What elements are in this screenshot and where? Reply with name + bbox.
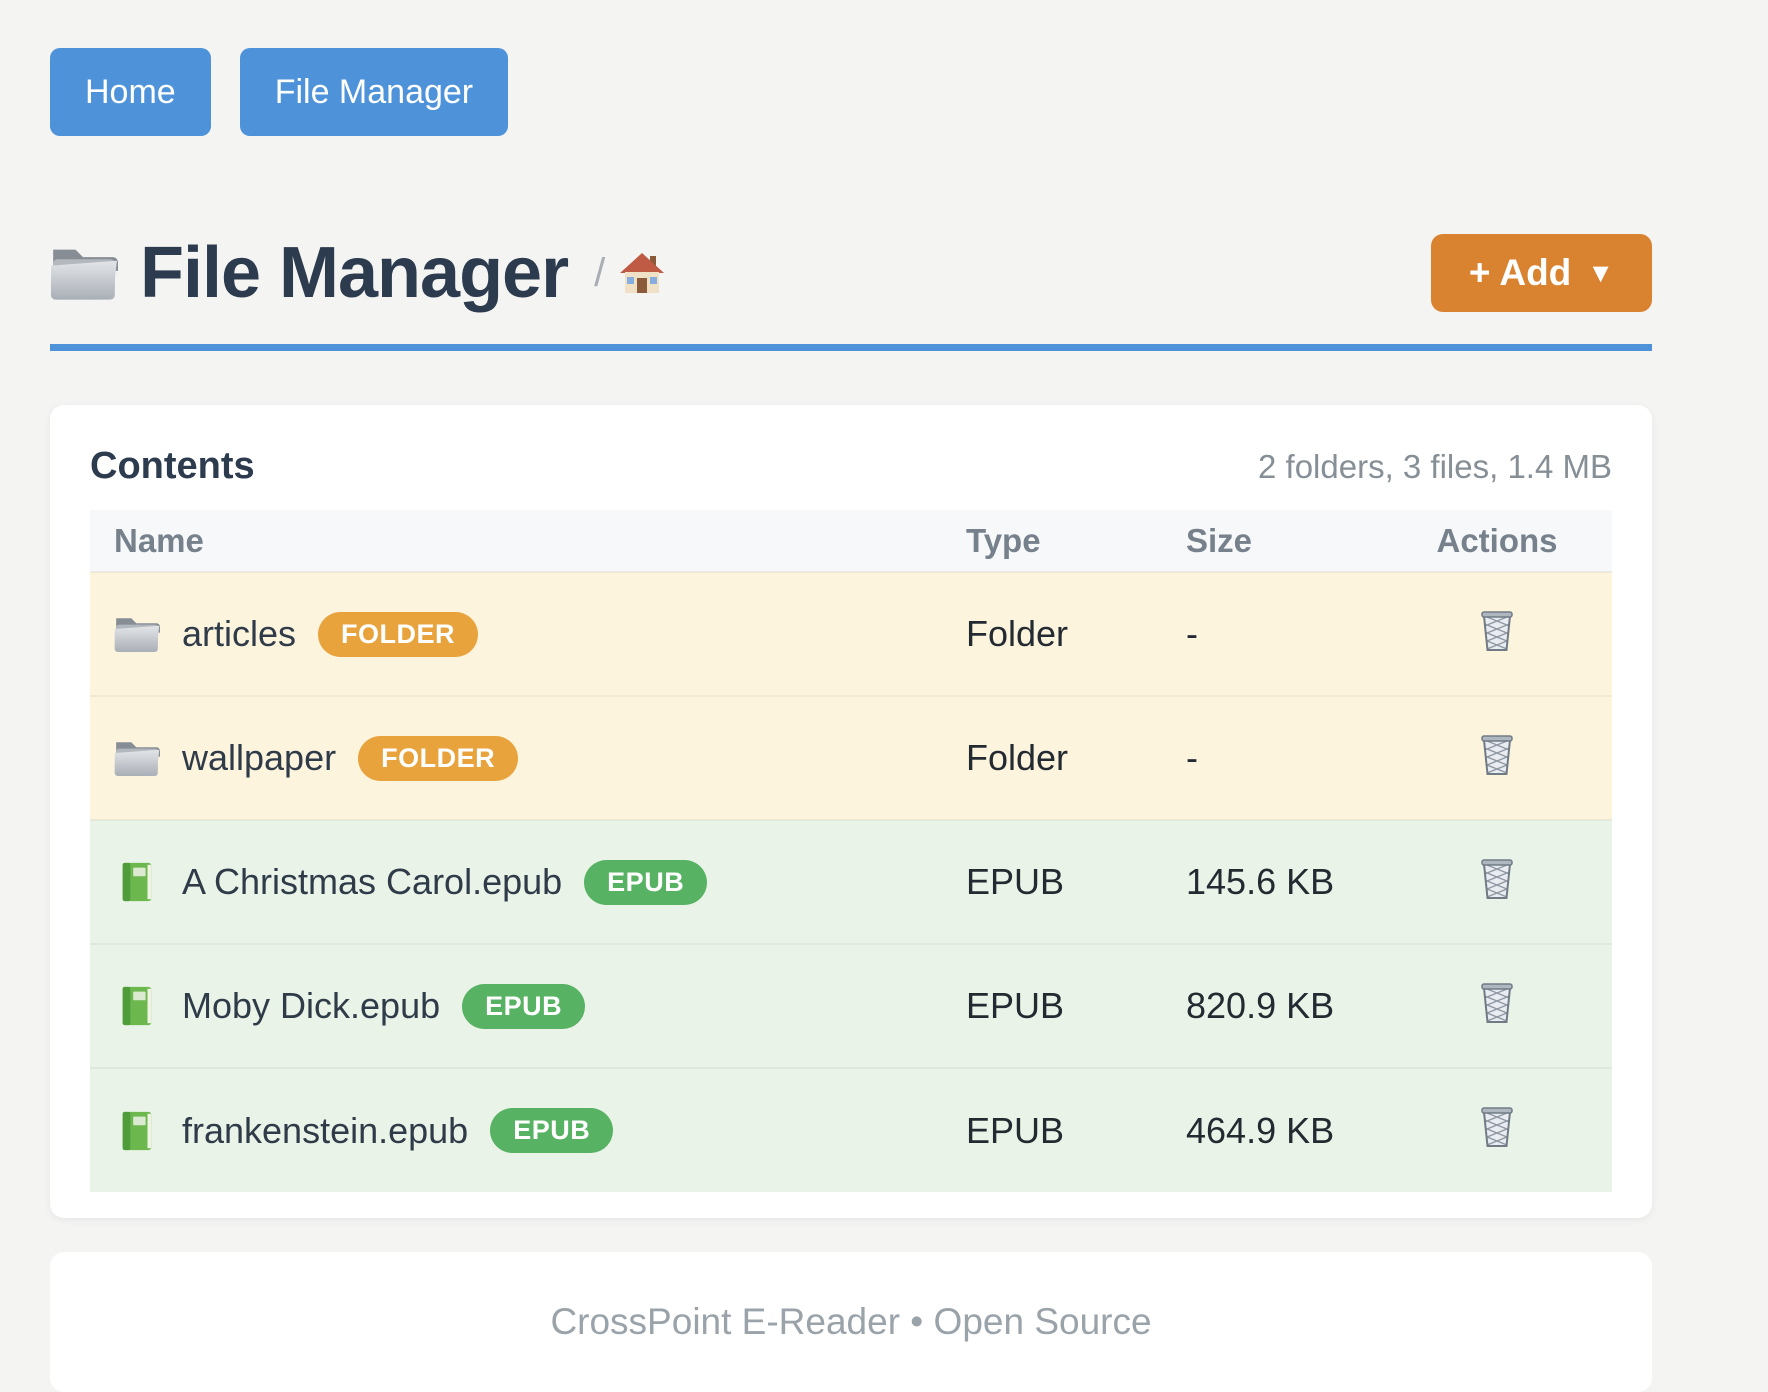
delete-button[interactable]	[1477, 1103, 1517, 1149]
title-group: File Manager /	[50, 232, 665, 314]
page-header: File Manager / + Add ▼	[50, 232, 1652, 314]
delete-button[interactable]	[1477, 979, 1517, 1025]
trash-icon	[1477, 855, 1517, 901]
trash-icon	[1477, 1103, 1517, 1149]
contents-card: Contents 2 folders, 3 files, 1.4 MB Name…	[50, 405, 1652, 1218]
table-row: A Christmas Carol.epub EPUB EPUB 145.6 K…	[90, 819, 1612, 944]
item-name-link[interactable]: A Christmas Carol.epub	[182, 861, 563, 902]
trash-icon	[1477, 731, 1517, 777]
column-header-name: Name	[90, 510, 942, 573]
item-size: 145.6 KB	[1162, 819, 1382, 944]
page-container: Home File Manager File Manager / + Add ▼…	[50, 0, 1652, 1392]
page-title: File Manager	[140, 233, 569, 313]
table-row: articles FOLDER Folder -	[90, 572, 1612, 696]
title-divider	[50, 344, 1652, 351]
item-size: 464.9 KB	[1162, 1067, 1382, 1192]
book-icon	[114, 861, 160, 903]
table-row: Moby Dick.epub EPUB EPUB 820.9 KB	[90, 943, 1612, 1068]
item-name-link[interactable]: frankenstein.epub	[182, 1109, 469, 1151]
home-icon[interactable]	[619, 251, 665, 295]
top-nav: Home File Manager	[50, 48, 1652, 136]
delete-button[interactable]	[1477, 731, 1517, 777]
folder-badge: FOLDER	[358, 735, 519, 781]
item-size: -	[1162, 695, 1382, 820]
epub-badge: EPUB	[462, 983, 586, 1029]
item-type: Folder	[942, 572, 1162, 696]
item-type: EPUB	[942, 1067, 1162, 1192]
table-row: wallpaper FOLDER Folder -	[90, 695, 1612, 820]
column-header-size: Size	[1162, 510, 1382, 573]
contents-summary: 2 folders, 3 files, 1.4 MB	[1258, 448, 1612, 485]
item-type: EPUB	[942, 819, 1162, 944]
item-size: 820.9 KB	[1162, 943, 1382, 1068]
footer-text: CrossPoint E-Reader • Open Source	[550, 1301, 1152, 1342]
delete-button[interactable]	[1477, 607, 1517, 653]
epub-badge: EPUB	[584, 859, 708, 905]
card-header: Contents 2 folders, 3 files, 1.4 MB	[90, 445, 1612, 488]
item-type: Folder	[942, 695, 1162, 820]
file-manager-button[interactable]: File Manager	[239, 48, 509, 136]
file-table: Name Type Size Actions articles FOLDER F…	[90, 510, 1612, 1192]
breadcrumb-separator: /	[594, 250, 606, 295]
book-icon	[114, 985, 160, 1027]
caret-down-icon: ▼	[1587, 257, 1614, 288]
table-row: frankenstein.epub EPUB EPUB 464.9 KB	[90, 1067, 1612, 1192]
folder-badge: FOLDER	[318, 611, 479, 657]
trash-icon	[1477, 607, 1517, 653]
add-button[interactable]: + Add ▼	[1430, 234, 1652, 312]
trash-icon	[1477, 979, 1517, 1025]
home-button[interactable]: Home	[50, 48, 211, 136]
book-icon	[114, 1110, 160, 1152]
epub-badge: EPUB	[490, 1108, 614, 1153]
breadcrumb: /	[594, 251, 665, 296]
delete-button[interactable]	[1477, 855, 1517, 901]
column-header-actions: Actions	[1382, 510, 1612, 573]
folder-icon	[114, 737, 160, 779]
footer-card: CrossPoint E-Reader • Open Source	[50, 1252, 1652, 1392]
item-name-link[interactable]: articles	[182, 613, 297, 654]
folder-icon	[114, 613, 160, 655]
item-name-link[interactable]: Moby Dick.epub	[182, 985, 441, 1026]
folder-icon	[50, 243, 118, 303]
add-button-label: + Add	[1468, 252, 1572, 293]
item-size: -	[1162, 572, 1382, 696]
column-header-type: Type	[942, 510, 1162, 573]
table-header-row: Name Type Size Actions	[90, 510, 1612, 573]
item-type: EPUB	[942, 943, 1162, 1068]
item-name-link[interactable]: wallpaper	[182, 737, 337, 778]
card-title: Contents	[90, 445, 255, 487]
